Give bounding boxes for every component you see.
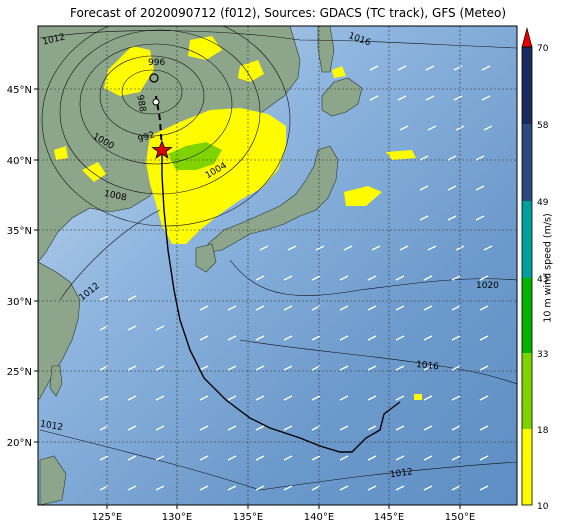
lon-tick-label: 135°E xyxy=(233,512,263,523)
lat-axis: 45°N 40°N 35°N 30°N 25°N 20°N xyxy=(7,85,38,449)
lat-tick-label: 40°N xyxy=(7,156,32,167)
colorbar-tick: 18 xyxy=(537,426,549,436)
colorbar-extend-arrow xyxy=(521,26,533,48)
storm-center-star xyxy=(151,139,173,159)
isobars xyxy=(39,26,517,491)
china-coast xyxy=(38,261,81,401)
wind-barbs xyxy=(99,65,493,491)
lon-tick-label: 145°E xyxy=(374,512,404,523)
isobar-label: 1012 xyxy=(39,419,63,433)
map-frame xyxy=(37,25,518,506)
colorbar-band-10-18 xyxy=(522,429,532,505)
isobar-label: 988 xyxy=(134,94,147,113)
luzon xyxy=(39,455,67,505)
isobar-label: 996 xyxy=(148,58,165,68)
forecast-position-marker xyxy=(152,98,160,106)
wind-speed-shading xyxy=(54,36,422,400)
lat-tick-label: 35°N xyxy=(7,226,32,237)
lat-tick-label: 20°N xyxy=(7,438,32,449)
colorbar-tick: 43 xyxy=(537,275,548,285)
colorbar-tick: 10 xyxy=(537,502,549,512)
lon-tick-label: 125°E xyxy=(92,512,122,523)
taiwan xyxy=(49,365,63,397)
isobar-label: 1016 xyxy=(416,360,440,372)
japan-hokkaido xyxy=(321,77,363,117)
isobar-label: 1020 xyxy=(476,281,499,291)
kyushu xyxy=(195,243,217,273)
colorbar-band-18-33 xyxy=(522,353,532,429)
colorbar-band-49-58 xyxy=(522,124,532,201)
colorbar-title: 10 m wind speed (m/s) xyxy=(542,213,554,323)
isobar-label: 1012 xyxy=(389,467,413,480)
lat-tick-label: 25°N xyxy=(7,367,32,378)
colorbar-tick: 49 xyxy=(537,198,549,208)
lon-tick-label: 130°E xyxy=(162,512,192,523)
lon-tick-label: 140°E xyxy=(304,512,334,523)
colorbar-band-33-43 xyxy=(522,278,532,353)
lat-tick-label: 30°N xyxy=(7,297,32,308)
map-title: Forecast of 2020090712 (f012), Sources: … xyxy=(69,6,507,20)
colorbar-tick: 33 xyxy=(537,350,548,360)
lat-tick-label: 45°N xyxy=(7,85,32,96)
forecast-position-marker-2 xyxy=(149,73,159,83)
strong-wind-core xyxy=(168,142,222,170)
lon-tick-label: 150°E xyxy=(445,512,475,523)
colorbar: 70 58 49 43 33 18 10 xyxy=(521,26,549,512)
colorbar-band-43-49 xyxy=(522,201,532,278)
lon-axis: 125°E 130°E 135°E 140°E 145°E 150°E xyxy=(92,505,475,523)
sakhalin xyxy=(317,26,335,73)
typhoon-track-past xyxy=(161,150,401,453)
colorbar-frame xyxy=(521,46,533,506)
colorbar-tick: 70 xyxy=(537,44,549,54)
isobar-label: 1008 xyxy=(103,189,128,204)
japan-honshu xyxy=(207,145,339,253)
typhoon-track-forecast xyxy=(155,95,163,151)
colorbar-band-58-70 xyxy=(522,47,532,124)
colorbar-tick: 58 xyxy=(537,121,549,131)
